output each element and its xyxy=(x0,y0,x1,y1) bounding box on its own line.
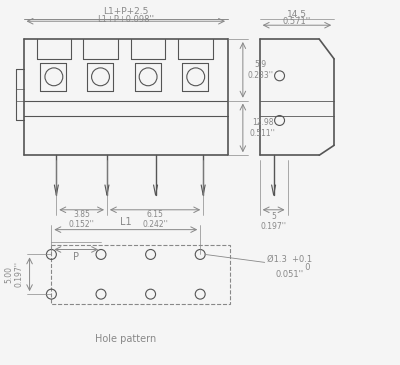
Text: 0.571'': 0.571'' xyxy=(283,17,311,26)
Text: 3.85
0.152'': 3.85 0.152'' xyxy=(69,210,94,230)
Text: P: P xyxy=(73,253,79,262)
Text: 12.98
0.511'': 12.98 0.511'' xyxy=(250,118,276,138)
Text: Ø1.3  +0.1: Ø1.3 +0.1 xyxy=(267,255,312,264)
Text: L1+P+0.098'': L1+P+0.098'' xyxy=(97,15,154,24)
Bar xyxy=(51,245,230,304)
Text: L1: L1 xyxy=(120,217,132,227)
Text: 0.051'': 0.051'' xyxy=(276,270,304,279)
Text: 5.00
0.197'': 5.00 0.197'' xyxy=(4,261,23,287)
Text: 5.9
0.233'': 5.9 0.233'' xyxy=(248,60,274,80)
Text: 6.15
0.242'': 6.15 0.242'' xyxy=(142,210,168,230)
Text: 5
0.197'': 5 0.197'' xyxy=(261,212,287,231)
Text: 14.5: 14.5 xyxy=(287,10,307,19)
Text: Hole pattern: Hole pattern xyxy=(95,334,156,344)
Text: L1+P+2.5: L1+P+2.5 xyxy=(103,7,148,16)
Text: 0: 0 xyxy=(279,263,310,272)
